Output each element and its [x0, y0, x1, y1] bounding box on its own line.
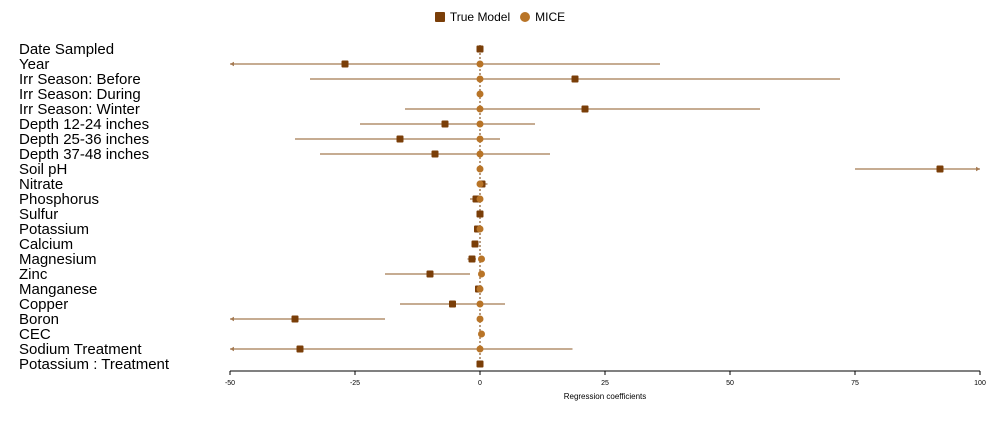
row-label-sulfur: Sulfur [19, 206, 58, 223]
true-model-point-soil-ph [936, 165, 944, 173]
row-label-sodium-treatment: Sodium Treatment [19, 341, 142, 358]
mice-point-magnesium [478, 255, 485, 263]
row-label-irr-season-during: Irr Season: During [19, 86, 141, 103]
true-model-point-copper [449, 300, 456, 308]
row-label-zinc: Zinc [19, 266, 48, 283]
mice-point-manganese [476, 285, 484, 293]
mice-point-soil-ph [476, 165, 484, 173]
mice-point-cec [478, 330, 485, 338]
legend-label-mice: MICE [535, 10, 566, 24]
row-label-depth-25-36-inches: Depth 25-36 inches [19, 131, 149, 148]
true-model-point-sodium-treatment [296, 345, 304, 353]
row-label-soil-ph: Soil pH [19, 161, 67, 178]
mice-point-irr-season-winter [476, 105, 484, 113]
true-model-point-year [341, 60, 349, 68]
row-label-manganese: Manganese [19, 281, 97, 298]
ci-arrow-left-sodium-treatment [230, 346, 234, 352]
row-label-irr-season-winter: Irr Season: Winter [19, 101, 140, 118]
row-label-year: Year [19, 56, 49, 73]
row-label-irr-season-before: Irr Season: Before [19, 71, 141, 88]
confidence-intervals [230, 61, 980, 352]
true-model-point-irr-season-winter [581, 105, 589, 113]
x-tick-label: 0 [478, 380, 482, 387]
mice-point-depth-12-24-inches [476, 120, 484, 128]
x-tick-label: 25 [601, 380, 609, 387]
true-model-point-magnesium [468, 255, 476, 263]
x-tick-label: -50 [225, 380, 235, 387]
legend-circle-swatch [520, 12, 531, 22]
row-label-calcium: Calcium [19, 236, 73, 253]
row-label-nitrate: Nitrate [19, 176, 63, 193]
mice-point-irr-season-during [476, 90, 484, 98]
mice-point-depth-25-36-inches [476, 135, 484, 143]
mice-point-phosphorus [476, 195, 484, 203]
true-model-point-depth-37-48-inches [431, 150, 439, 158]
point-estimates [291, 45, 944, 368]
mice-point-depth-37-48-inches [476, 150, 484, 158]
row-label-potassium-treatment: Potassium : Treatment [19, 356, 170, 373]
true-model-point-irr-season-before [571, 75, 579, 83]
row-label-copper: Copper [19, 296, 68, 313]
row-label-phosphorus: Phosphorus [19, 191, 99, 208]
row-label-depth-37-48-inches: Depth 37-48 inches [19, 146, 149, 163]
x-axis-title: Regression coefficients [564, 392, 647, 401]
mice-point-year [476, 60, 484, 68]
mice-point-sodium-treatment [476, 345, 484, 353]
legend-item-true-model: True Model [434, 10, 511, 24]
x-tick-label: 75 [851, 380, 859, 387]
legend-item-mice: MICE [520, 10, 565, 24]
legend-label-true-model: True Model [449, 10, 511, 24]
row-label-cec: CEC [19, 326, 51, 343]
mice-point-boron [476, 315, 484, 323]
legend: True Model MICE [0, 10, 1000, 24]
true-model-point-calcium [471, 240, 479, 248]
mice-point-irr-season-before [476, 75, 484, 83]
true-model-point-depth-25-36-inches [396, 135, 404, 143]
ci-arrow-right-soil-ph [976, 166, 980, 172]
true-model-point-potassium-treatment [476, 360, 484, 368]
row-label-potassium: Potassium [19, 221, 89, 238]
row-label-magnesium: Magnesium [19, 251, 97, 268]
x-axis: -50 -25 0 25 50 75 100 Regression coefficients [225, 370, 986, 401]
row-label-date-sampled: Date Sampled [19, 41, 114, 58]
row-label-depth-12-24-inches: Depth 12-24 inches [19, 116, 149, 133]
x-tick-label: 100 [974, 380, 986, 387]
ci-arrow-left-boron [230, 316, 234, 322]
true-model-point-sulfur [476, 210, 484, 218]
true-model-point-date-sampled [476, 45, 484, 53]
true-model-point-depth-12-24-inches [441, 120, 449, 128]
true-model-point-zinc [426, 270, 434, 278]
mice-point-nitrate [476, 180, 484, 188]
ci-arrow-left-year [230, 61, 234, 67]
true-model-point-boron [291, 315, 299, 323]
x-tick-label: 50 [726, 380, 734, 387]
mice-point-copper [476, 300, 484, 308]
legend-square-swatch [434, 12, 445, 22]
row-label-boron: Boron [19, 311, 59, 328]
mice-point-zinc [478, 270, 485, 278]
mice-point-potassium [476, 225, 484, 233]
x-tick-label: -25 [350, 380, 360, 387]
